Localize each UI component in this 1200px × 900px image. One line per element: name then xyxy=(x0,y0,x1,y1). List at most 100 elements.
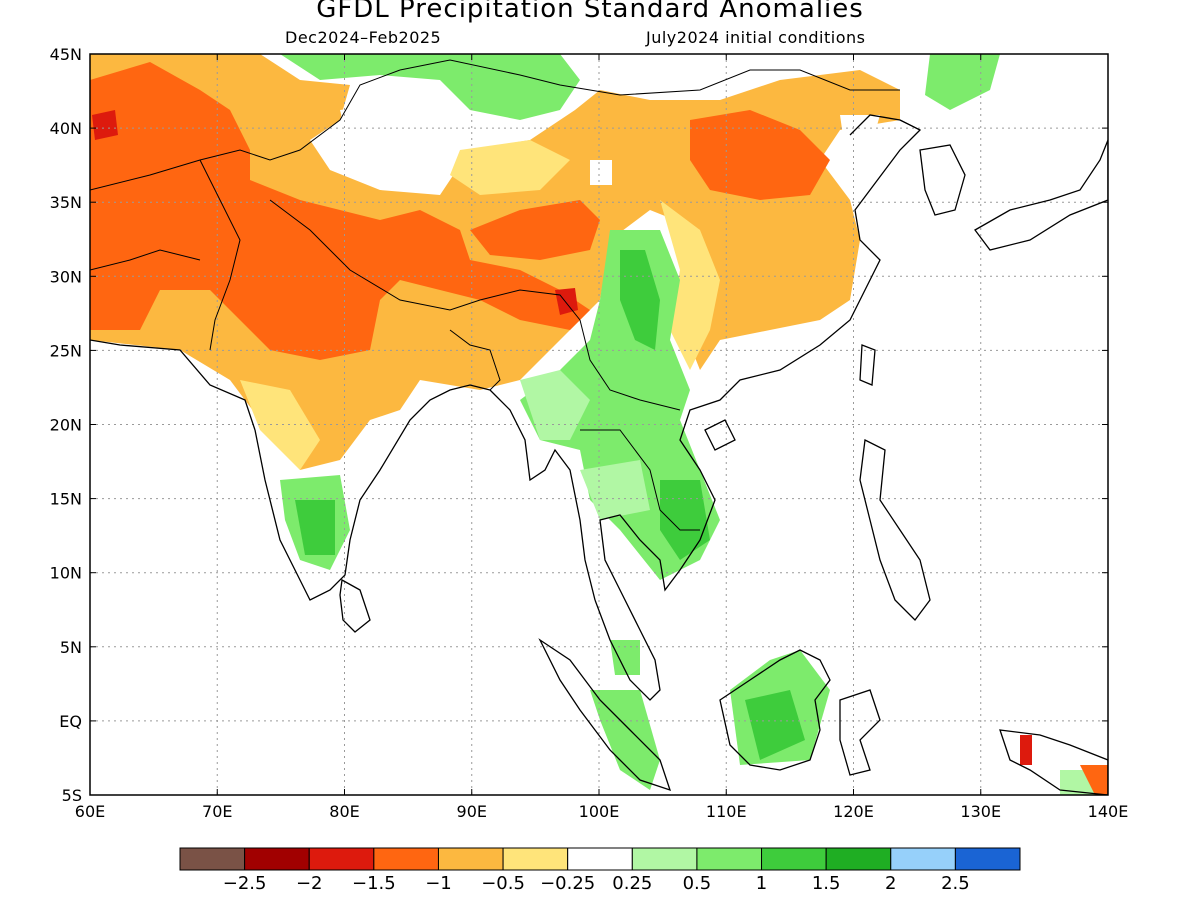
coastline-japan xyxy=(974,139,1108,251)
colorbar-swatch xyxy=(761,847,827,871)
anomaly-region-neutral xyxy=(840,115,880,150)
lat-tick-label: 20N xyxy=(50,416,82,435)
colorbar-swatch xyxy=(954,847,1021,871)
anomaly-region-very-wet xyxy=(620,250,660,350)
lat-tick-label: 40N xyxy=(50,119,82,138)
colorbar-swatch xyxy=(890,847,956,871)
border-north-korea-china xyxy=(899,119,921,131)
lon-tick-label: 100E xyxy=(579,802,620,821)
anomaly-region-very-dry xyxy=(90,62,590,360)
anomaly-region-very-dry xyxy=(470,200,600,260)
coastline-new-guinea xyxy=(999,729,1108,795)
lon-tick-label: 70E xyxy=(202,802,232,821)
anomaly-region-slightly-dry xyxy=(240,380,320,470)
colorbar-swatch xyxy=(437,847,504,871)
anomaly-region-slightly-wet xyxy=(520,370,590,440)
anomaly-region-extreme-dry xyxy=(1020,735,1032,765)
anomaly-region-very-wet xyxy=(745,690,805,760)
coastline-korea xyxy=(919,144,966,216)
anomaly-region-very-wet xyxy=(660,480,710,560)
colorbar-swatch xyxy=(825,847,892,871)
colorbar-label: 1 xyxy=(756,873,767,894)
coastline-borneo xyxy=(719,649,831,771)
colorbar-swatch xyxy=(179,847,246,871)
anomaly-region-neutral xyxy=(590,160,612,185)
anomaly-field xyxy=(90,54,1108,795)
country-borders xyxy=(90,59,921,531)
anomaly-region-very-dry xyxy=(690,110,830,200)
coastline-taiwan xyxy=(859,344,876,386)
colorbar-swatch xyxy=(244,847,310,871)
colorbar-label: −0.25 xyxy=(540,873,595,894)
anomaly-region-wet xyxy=(590,690,660,790)
coastline-sulawesi xyxy=(839,689,881,776)
colorbar-swatch xyxy=(696,847,763,871)
coastline-india xyxy=(254,384,491,601)
initial-conditions: July2024 initial conditions xyxy=(646,28,866,47)
colorbar: −2.5 −2 −1.5 −1 −0.5 −0.25 0.25 0.5 1 1.5 2 2.5 xyxy=(179,847,1021,894)
lon-tick-label: 120E xyxy=(833,802,874,821)
colorbar-swatch xyxy=(502,847,569,871)
colorbar-label: 0.25 xyxy=(612,873,652,894)
anomaly-region-wet xyxy=(280,54,580,120)
border-thailand-laos-cambodia xyxy=(580,429,700,531)
grid-lines xyxy=(90,54,1108,795)
lon-tick-label: 110E xyxy=(706,802,747,821)
forecast-period: Dec2024–Feb2025 xyxy=(285,28,442,47)
anomaly-region-extreme-dry xyxy=(92,110,118,140)
lon-tick-label: 130E xyxy=(960,802,1001,821)
lat-tick-label: EQ xyxy=(59,712,82,731)
lon-tick-label: 60E xyxy=(75,802,105,821)
colorbar-label: −1 xyxy=(425,873,452,894)
lat-tick-label: 25N xyxy=(50,341,82,360)
colorbar-swatch xyxy=(631,847,698,871)
border-china-mongolia xyxy=(399,59,900,96)
coastline-malay-peninsula xyxy=(594,114,922,701)
colorbar-label: 1.5 xyxy=(812,873,841,894)
border-myanmar-china xyxy=(579,319,681,411)
colorbar-label: 0.5 xyxy=(683,873,712,894)
lat-tick-label: 30N xyxy=(50,267,82,286)
colorbar-label: −2 xyxy=(296,873,323,894)
lon-tick-label: 80E xyxy=(329,802,359,821)
anomaly-region-slightly-wet xyxy=(580,460,650,520)
border-pakistan-india xyxy=(199,159,241,351)
colorbar-label: 2 xyxy=(885,873,896,894)
colorbar-label: 2.5 xyxy=(941,873,970,894)
colorbar-swatch xyxy=(567,847,633,871)
map-title: GFDL Precipitation Standard Anomalies xyxy=(316,0,864,24)
anomaly-region-extreme-dry xyxy=(555,288,578,315)
colorbar-label: −0.5 xyxy=(481,873,525,894)
anomaly-region-wet xyxy=(925,54,1000,110)
colorbar-swatch xyxy=(373,847,439,871)
lat-tick-label: 45N xyxy=(50,45,82,64)
anomaly-region-very-dry xyxy=(1080,765,1108,795)
coastline-hainan xyxy=(704,419,736,451)
colorbar-label: −2.5 xyxy=(223,873,267,894)
lat-tick-label: 5N xyxy=(60,638,82,657)
colorbar-label: −1.5 xyxy=(352,873,396,894)
lat-tick-label: 15N xyxy=(50,490,82,509)
lon-tick-label: 90E xyxy=(457,802,487,821)
coastline-sumatra xyxy=(538,638,672,792)
coastlines xyxy=(90,114,1108,795)
lon-tick-label: 140E xyxy=(1088,802,1129,821)
colorbar-swatch xyxy=(308,847,375,871)
anomaly-region-very-wet xyxy=(295,500,335,555)
anomaly-region-slightly-dry xyxy=(450,140,570,195)
coastline-philippines xyxy=(859,439,931,621)
axis-ticks: 60E 70E 80E 90E 100E 110E 120E 130E 140E 45N 40N 35… xyxy=(50,45,1129,821)
coastline-myanmar xyxy=(489,389,596,601)
coastline-sri-lanka xyxy=(339,578,371,633)
anomaly-region-slightly-dry xyxy=(660,200,720,370)
anomaly-region-neutral xyxy=(340,100,440,165)
border-bangladesh xyxy=(449,329,501,391)
border-central-asia xyxy=(90,69,401,191)
anomaly-region-wet xyxy=(610,640,640,675)
border-iran xyxy=(90,249,201,271)
border-himalaya xyxy=(269,199,581,321)
lat-tick-label: 10N xyxy=(50,564,82,583)
lat-tick-label: 5S xyxy=(62,786,82,805)
coastline-west-asia xyxy=(90,339,256,431)
